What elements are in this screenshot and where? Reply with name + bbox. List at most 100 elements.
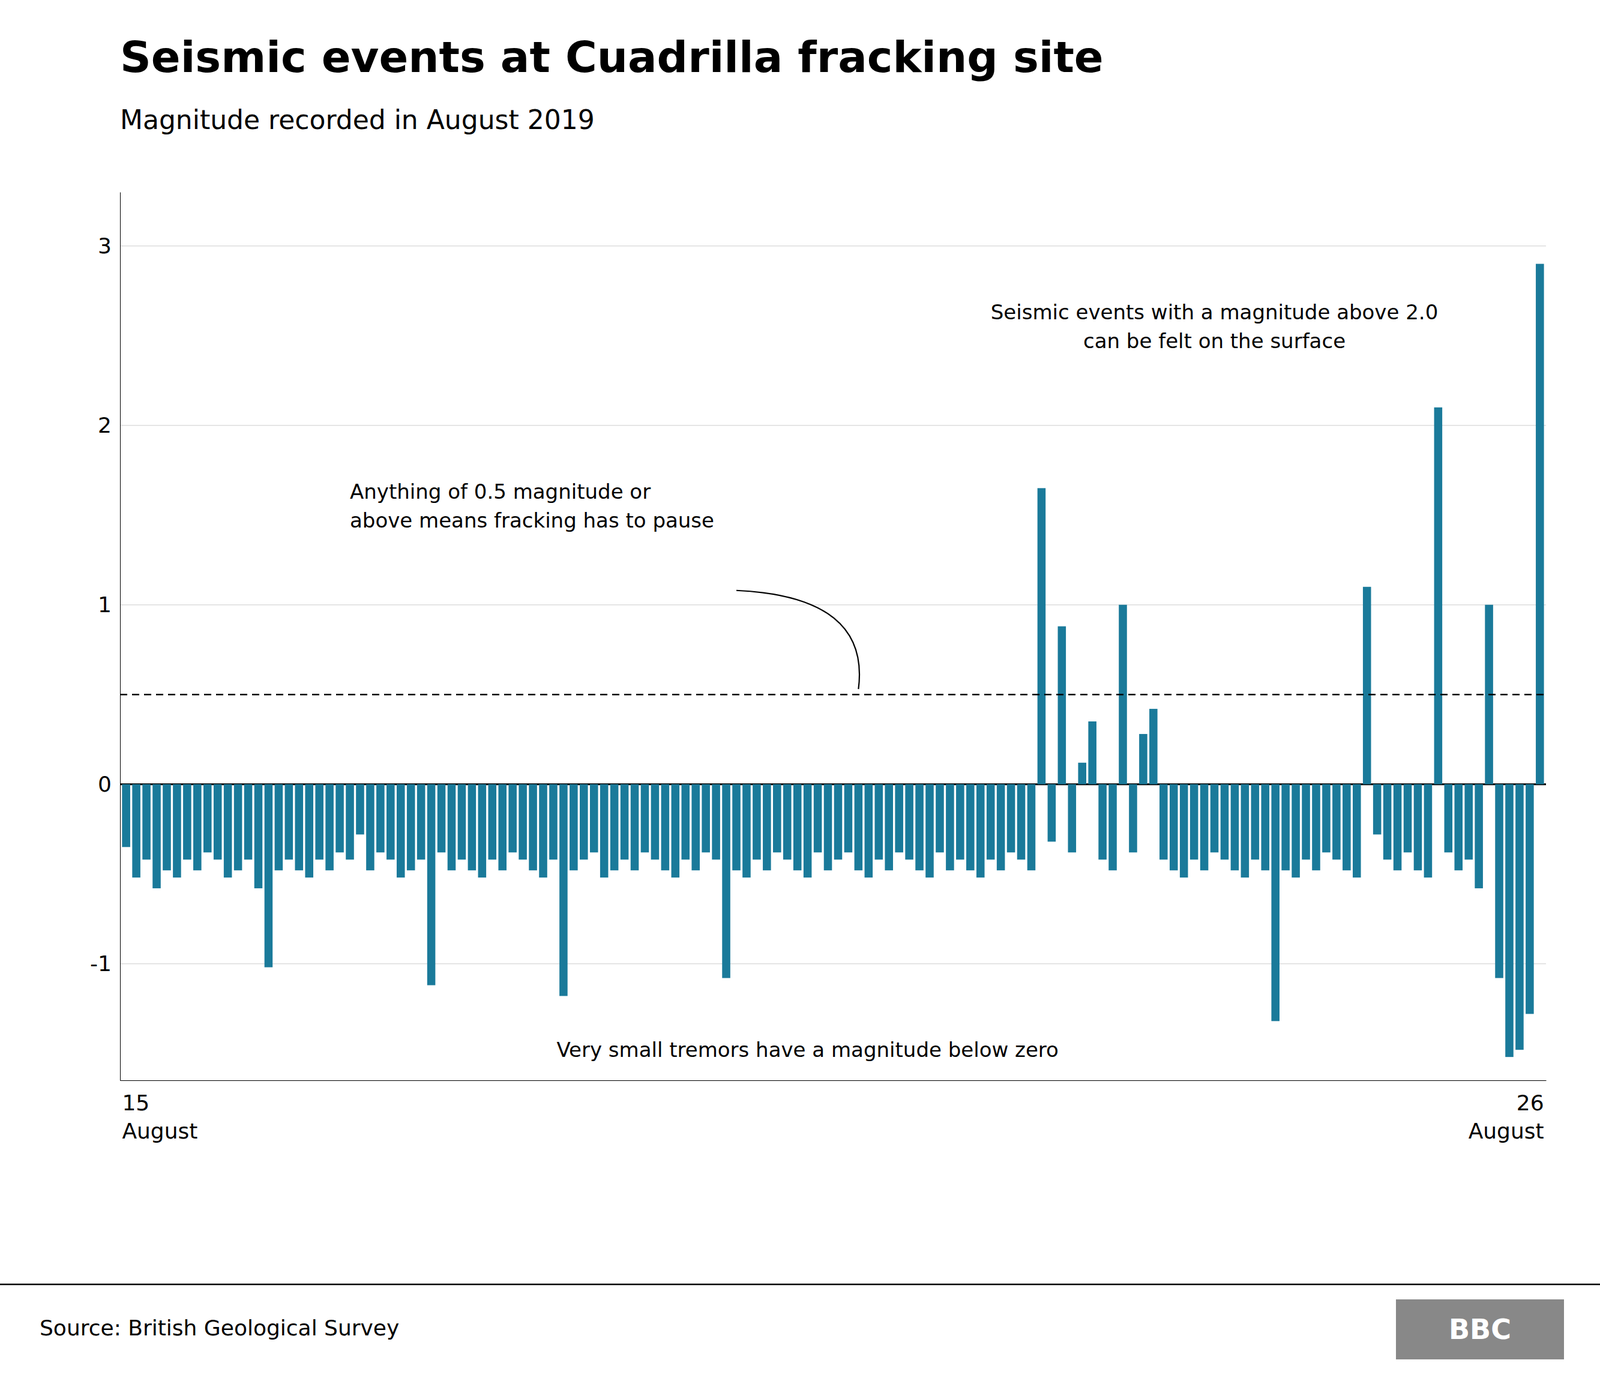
bar (976, 784, 985, 878)
bar (589, 784, 599, 853)
chart: Seismic events at Cuadrilla fracking sit… (0, 0, 1600, 1375)
bar (1077, 762, 1087, 785)
bar (996, 784, 1006, 871)
bar (1322, 784, 1331, 853)
bar (518, 784, 527, 861)
y-tick-label: 3 (97, 233, 112, 259)
bar (549, 784, 558, 861)
text-line: above means fracking has to pause (349, 508, 715, 533)
y-tick-label: 0 (97, 771, 112, 797)
bar (1047, 784, 1057, 843)
bar (1210, 784, 1219, 853)
bar (1260, 784, 1270, 871)
bar (417, 784, 426, 861)
bar (1454, 784, 1463, 871)
bar (905, 784, 914, 861)
annotation: Anything of 0.5 magnitude or above means … (349, 479, 715, 533)
bar (1281, 784, 1290, 871)
bar (945, 784, 955, 871)
x-tick: 26August (1468, 1090, 1545, 1144)
bar (600, 784, 609, 878)
bar (264, 784, 274, 968)
bar (661, 784, 670, 871)
bar (1271, 784, 1280, 1022)
bar (1525, 784, 1534, 1015)
bar (824, 784, 833, 871)
y-tick: 3 (97, 233, 121, 259)
bar (1393, 784, 1402, 871)
bar (691, 784, 700, 871)
source: Source: British Geological Survey (39, 1315, 400, 1341)
bar (864, 784, 874, 878)
bar (1301, 784, 1311, 861)
bar (1434, 407, 1443, 785)
bar (813, 784, 823, 853)
text-line: Seismic events with a magnitude above 2.… (990, 300, 1439, 325)
bar (956, 784, 965, 861)
logo-text: BBC (1448, 1313, 1512, 1346)
bar (1190, 784, 1199, 861)
bar (1413, 784, 1423, 871)
bar (376, 784, 385, 853)
bar (721, 784, 731, 979)
bar (681, 784, 690, 861)
bar (569, 784, 578, 871)
bar (803, 784, 813, 878)
logo-box (1395, 1299, 1564, 1360)
bar (630, 784, 640, 871)
bar (884, 784, 894, 871)
title: Seismic events at Cuadrilla fracking sit… (120, 31, 1104, 83)
text-line: 15 (121, 1090, 150, 1116)
bar (1108, 784, 1117, 871)
bar (1179, 784, 1189, 878)
bar (1017, 784, 1026, 861)
bar (427, 784, 436, 986)
bar (783, 784, 792, 861)
bar (1311, 784, 1321, 871)
bar (1362, 586, 1372, 785)
bars (120, 264, 1546, 1058)
annotation: Very small tremors have a magnitude belo… (556, 1037, 1059, 1062)
bar (762, 784, 772, 871)
bar (1139, 733, 1148, 785)
bar (254, 784, 263, 889)
bar (640, 784, 650, 853)
bar (386, 784, 395, 861)
text-line: 26 (1516, 1090, 1545, 1116)
bar (396, 784, 406, 878)
bar (620, 784, 629, 861)
grid-line (120, 424, 1546, 427)
bar (752, 784, 761, 861)
bar (1373, 784, 1382, 835)
bar (406, 784, 416, 871)
text-line: Anything of 0.5 magnitude or (349, 479, 651, 504)
bar (508, 784, 517, 853)
bar (183, 784, 192, 861)
bar (1444, 784, 1453, 853)
subtitle: Magnitude recorded in August 2019 (120, 104, 595, 136)
bar (915, 784, 924, 871)
bar (1403, 784, 1413, 853)
bar (172, 784, 182, 878)
bar (1058, 626, 1067, 785)
text-line: Very small tremors have a magnitude belo… (556, 1037, 1059, 1062)
y-tick-label: -1 (90, 951, 112, 976)
bar (1505, 784, 1514, 1057)
y-tick: 1 (97, 592, 121, 617)
bar (142, 784, 151, 861)
bar (1515, 784, 1524, 1051)
y-tick: 2 (97, 412, 121, 438)
bar (1149, 708, 1158, 785)
bar (315, 784, 324, 861)
bar (610, 784, 619, 871)
bar (742, 784, 751, 878)
x-tick-label: 26August (1468, 1090, 1545, 1144)
grid-line (120, 604, 1546, 606)
text-line: August (1468, 1118, 1545, 1144)
bar (793, 784, 802, 871)
bar (294, 784, 304, 871)
bar (538, 784, 548, 878)
bar (1424, 784, 1433, 878)
bar (1027, 784, 1036, 871)
bar (304, 784, 314, 878)
